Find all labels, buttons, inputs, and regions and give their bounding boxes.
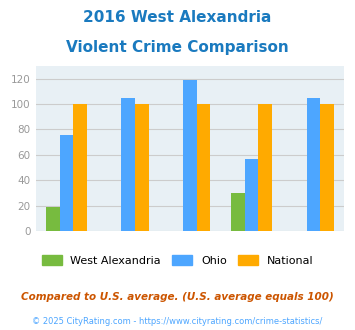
Bar (60, 135, 73, 231)
Bar (320, 104, 334, 231)
Bar (46, 207, 60, 231)
Bar (73, 104, 87, 231)
Bar (197, 104, 210, 231)
Bar (121, 98, 135, 231)
Bar (245, 159, 258, 231)
Bar (307, 98, 320, 231)
Text: Compared to U.S. average. (U.S. average equals 100): Compared to U.S. average. (U.S. average … (21, 292, 334, 302)
Text: Violent Crime Comparison: Violent Crime Comparison (66, 40, 289, 54)
Bar (183, 80, 197, 231)
Legend: West Alexandria, Ohio, National: West Alexandria, Ohio, National (37, 250, 318, 270)
Text: © 2025 CityRating.com - https://www.cityrating.com/crime-statistics/: © 2025 CityRating.com - https://www.city… (32, 317, 323, 326)
Bar (258, 104, 272, 231)
Text: 2016 West Alexandria: 2016 West Alexandria (83, 10, 272, 25)
Bar (135, 104, 148, 231)
Bar (231, 193, 245, 231)
